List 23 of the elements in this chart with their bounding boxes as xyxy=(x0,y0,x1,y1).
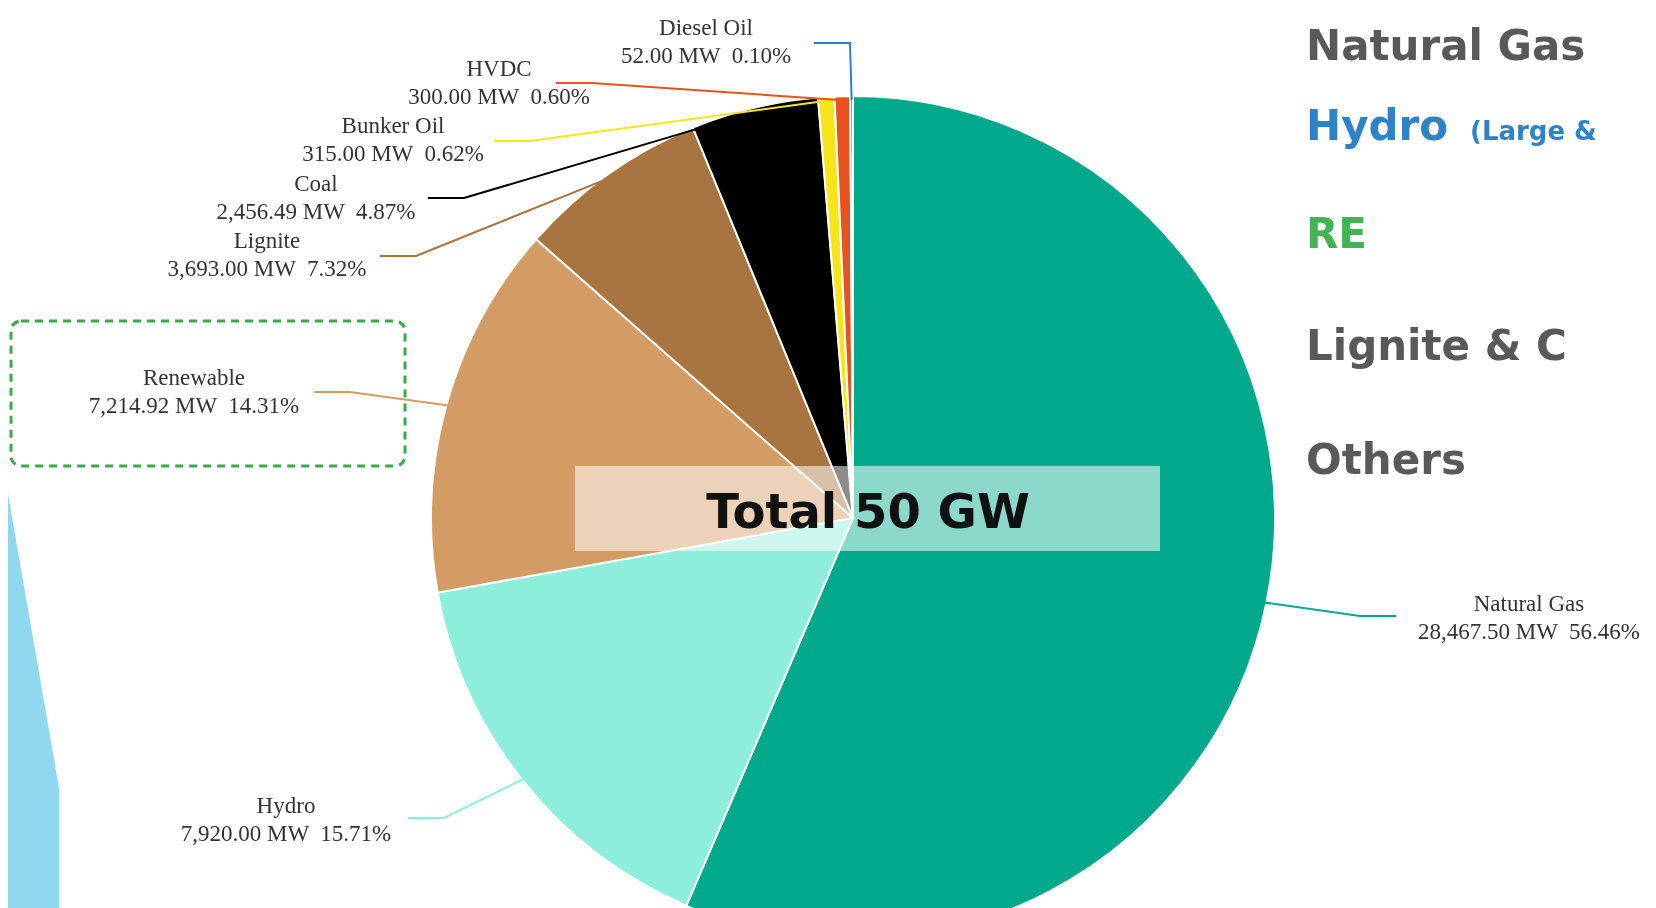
slice-label: HVDC xyxy=(466,56,532,81)
text: Total 50 GW xyxy=(706,483,1030,539)
text: Others xyxy=(1306,435,1466,484)
data-label: 2,456.49 MW 4.87% xyxy=(216,199,416,224)
slice-label: Coal xyxy=(294,171,338,196)
slice-label: Diesel Oil xyxy=(659,15,753,40)
data-label: 52.00 MW 0.10% xyxy=(620,43,792,68)
slice-label: Renewable xyxy=(142,365,246,390)
slice-label: Natural Gas xyxy=(1473,591,1585,616)
slice-label: Hydro xyxy=(256,793,316,818)
text: Lignite & C xyxy=(1306,321,1567,370)
slice-label: Lignite xyxy=(233,228,301,253)
data-label: 7,920.00 MW 15.71% xyxy=(180,821,392,846)
text: Natural Gas xyxy=(1306,21,1586,70)
data-label: 7,214.92 MW 14.31% xyxy=(88,393,300,418)
data-label: 315.00 MW 0.62% xyxy=(302,141,484,166)
data-label: 3,693.00 MW 7.32% xyxy=(167,256,367,281)
data-label: 28,467.50 MW 56.46% xyxy=(1418,619,1640,644)
data-label: 300.00 MW 0.60% xyxy=(408,84,590,109)
text: (Large & xyxy=(1470,116,1597,146)
text: RE xyxy=(1306,209,1368,258)
text: Hydro xyxy=(1306,101,1449,150)
slice-label: Bunker Oil xyxy=(341,113,445,138)
